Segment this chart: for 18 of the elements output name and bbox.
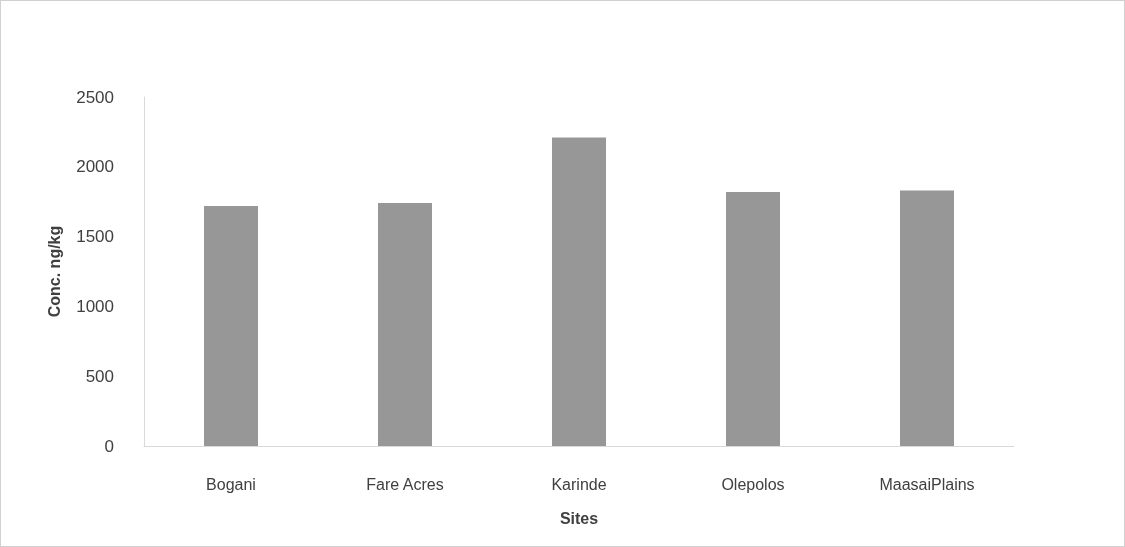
- bar: [204, 205, 258, 446]
- bar: [378, 203, 432, 446]
- y-tick-label: 1000: [76, 296, 114, 316]
- y-tick-label: 2500: [76, 87, 114, 107]
- bar: [900, 190, 954, 446]
- y-tick-label: 2000: [76, 157, 114, 177]
- x-tick-label: MaasaiPlains: [879, 475, 975, 493]
- y-axis-title: Conc. ng/kg: [45, 225, 63, 318]
- x-tick-label: Karinde: [551, 475, 607, 493]
- bar: [726, 191, 780, 446]
- bar: [552, 137, 606, 446]
- x-tick-label: Olepolos: [721, 475, 785, 493]
- x-axis-title: Sites: [559, 509, 599, 527]
- y-tick-label: 0: [104, 436, 114, 456]
- y-tick-label: 500: [85, 366, 114, 386]
- x-tick-label: Fare Acres: [366, 475, 444, 493]
- y-tick-label: 1500: [76, 227, 114, 247]
- x-tick-label: Bogani: [206, 475, 256, 493]
